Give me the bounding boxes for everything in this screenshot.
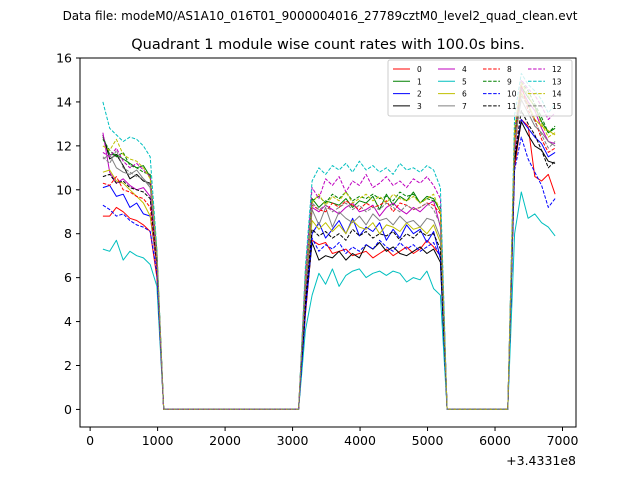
x-tick-label: 5000 [412,433,444,448]
legend-label-14: 14 [552,90,562,99]
legend-label-13: 13 [552,77,562,86]
y-tick-label: 12 [56,138,72,153]
legend-label-10: 10 [507,90,517,99]
y-axis: 0 2 4 6 8 10 12 14 16 [56,51,80,417]
legend-label-15: 15 [552,102,562,111]
x-tick-label: 6000 [479,433,511,448]
series-line-15 [102,94,556,410]
x-offset-label: +3.4331e8 [506,453,576,468]
legend-label-12: 12 [552,65,562,74]
series-line-13 [102,72,556,410]
x-tick-label: 0 [86,433,94,448]
legend-label-1: 1 [417,77,422,86]
y-tick-label: 6 [64,270,72,285]
legend-label-11: 11 [507,102,517,111]
y-tick-label: 10 [56,182,72,197]
legend-label-5: 5 [462,77,467,86]
x-axis: 0 1000 2000 3000 4000 5000 6000 7000 [86,427,578,448]
y-tick-label: 16 [56,51,72,66]
chart-title: Quadrant 1 module wise count rates with … [131,37,525,53]
y-tick-label: 8 [64,226,72,241]
legend-label-8: 8 [507,65,512,74]
legend-frame [387,59,573,117]
x-tick-label: 7000 [547,433,579,448]
axes-frame [79,57,577,428]
legend-label-4: 4 [462,65,467,74]
y-tick-label: 14 [56,94,72,109]
x-tick-label: 3000 [277,433,309,448]
y-tick-label: 4 [64,314,72,329]
legend-label-3: 3 [417,102,422,111]
y-tick-label: 2 [64,358,72,373]
legend-label-2: 2 [417,90,422,99]
plot-area [79,57,577,428]
series-layer [102,72,556,410]
legend-label-7: 7 [462,102,467,111]
x-tick-label: 2000 [209,433,241,448]
x-tick-label: 4000 [344,433,376,448]
x-tick-label: 1000 [142,433,174,448]
legend-label-9: 9 [507,77,512,86]
y-tick-label: 0 [64,402,72,417]
suptitle: Data file: modeM0/AS1A10_016T01_90000040… [63,9,578,23]
legend-label-6: 6 [462,90,467,99]
legend-label-0: 0 [417,65,422,74]
